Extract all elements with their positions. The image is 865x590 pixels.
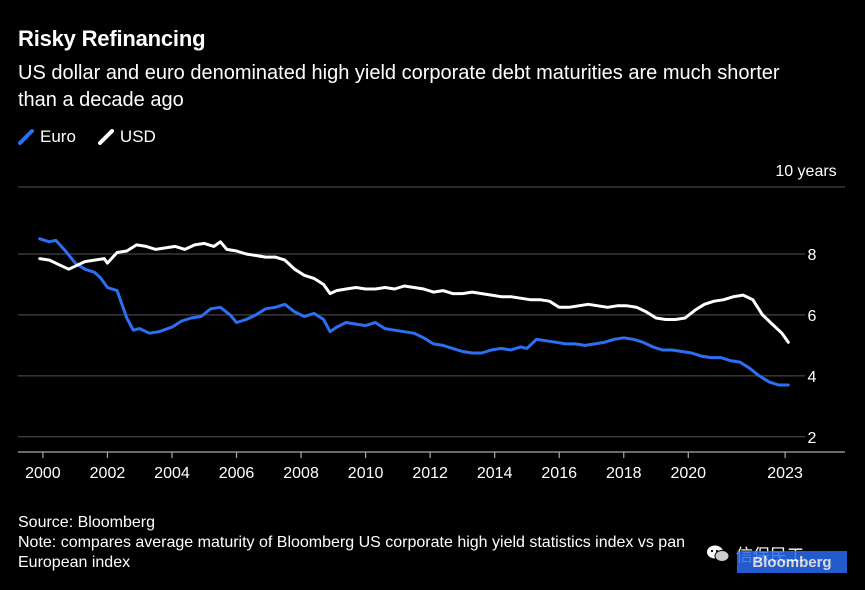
brand-logo: Bloomberg	[737, 551, 847, 573]
legend: Euro USD	[18, 127, 178, 147]
x-tick-label: 2018	[606, 465, 642, 482]
y-tick-label: 4	[808, 369, 817, 386]
x-tick-label: 2000	[25, 465, 61, 482]
y-tick-label: 6	[808, 308, 817, 325]
source-text: Source: Bloomberg	[18, 514, 155, 531]
x-tick-label: 2016	[541, 465, 577, 482]
y-tick-label: 8	[808, 247, 817, 264]
legend-label-usd: USD	[119, 127, 156, 146]
chart-subtitle: US dollar and euro denominated high yiel…	[18, 62, 780, 111]
y-tick-label: 2	[808, 430, 817, 447]
line-chart: 2 4 6 8 10 years 2000 2002 2004 2006 2008 2010 2012…	[18, 163, 845, 482]
series-line-usd	[38, 240, 790, 344]
x-tick-label: 2008	[283, 465, 319, 482]
legend-swatch-usd-icon	[97, 129, 114, 145]
axis-ticks: 2 4 6 8 10 years 2000 2002 2004 2006 2008 2010 2012…	[25, 163, 837, 482]
wechat-icon	[707, 545, 730, 562]
x-tick-label: 2020	[670, 465, 706, 482]
legend-item-usd: USD	[97, 127, 156, 147]
series-line-euro	[38, 237, 790, 387]
chart-title: Risky Refinancing	[18, 26, 206, 51]
chart-footer: Source: Bloomberg Note: compares average…	[18, 513, 718, 573]
x-tick-label: 2002	[90, 465, 126, 482]
y-unit-label: 10 years	[775, 163, 836, 180]
legend-label-euro: Euro	[40, 127, 76, 146]
x-tick-label: 2014	[477, 465, 513, 482]
note-text: Note: compares average maturity of Bloom…	[18, 534, 685, 571]
x-tick-label: 2006	[219, 465, 255, 482]
x-tick-label: 2010	[348, 465, 384, 482]
legend-item-euro: Euro	[18, 127, 76, 147]
grid-lines	[18, 186, 845, 453]
x-tick-label: 2004	[154, 465, 190, 482]
series-lines	[38, 237, 790, 387]
x-tick-label: 2012	[412, 465, 448, 482]
legend-swatch-euro-icon	[18, 129, 34, 145]
x-tick-label: 2023	[767, 465, 803, 482]
